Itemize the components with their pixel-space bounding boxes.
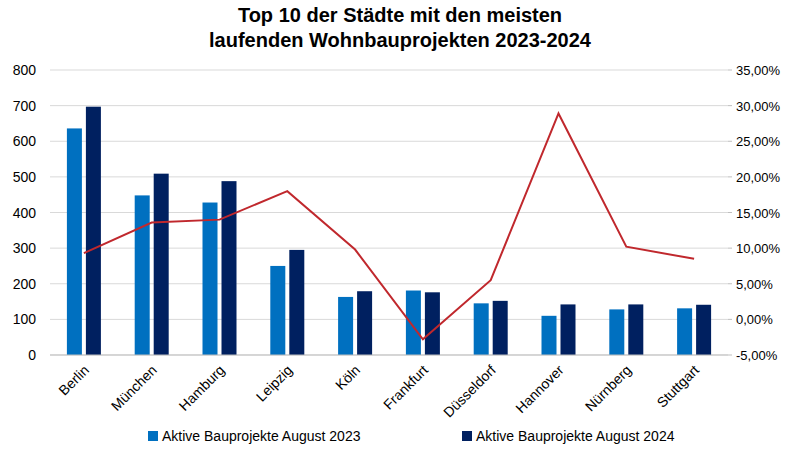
grid-line xyxy=(50,319,728,320)
bar xyxy=(406,291,421,355)
legend-label: Aktive Bauprojekte August 2023 xyxy=(162,428,361,444)
grid-line xyxy=(50,141,728,142)
y2-tick xyxy=(728,141,732,142)
grid-line xyxy=(50,176,728,177)
chart-title: Top 10 der Städte mit den meisten laufend… xyxy=(209,4,592,51)
y2-tick-label: 5,00% xyxy=(736,277,773,292)
y2-tick-label: 15,00% xyxy=(736,206,781,221)
bar xyxy=(203,203,218,355)
x-tick-label: München xyxy=(108,362,160,414)
x-tick-label: Düsseldorf xyxy=(440,362,499,421)
legend-swatch xyxy=(148,431,158,441)
y-tick-label: 400 xyxy=(13,205,37,221)
bar xyxy=(493,301,508,355)
bar xyxy=(222,181,237,355)
y2-tick xyxy=(728,355,732,356)
x-tick-label: Köln xyxy=(332,362,363,393)
bar xyxy=(628,304,643,355)
bar xyxy=(270,266,285,355)
y2-tick-label: 35,00% xyxy=(736,63,781,78)
bar xyxy=(474,303,489,355)
y-tick-label: 800 xyxy=(13,62,37,78)
bar xyxy=(677,308,692,355)
bar xyxy=(86,107,101,355)
bar xyxy=(338,297,353,355)
y2-tick-label: 25,00% xyxy=(736,134,781,149)
x-tick-label: Nürnberg xyxy=(582,362,635,415)
y-tick-label: 100 xyxy=(13,311,37,327)
y2-tick xyxy=(728,248,732,249)
y2-tick xyxy=(728,176,732,177)
bar xyxy=(609,309,624,355)
grid-line xyxy=(50,70,728,71)
x-tick-label: Stuttgart xyxy=(653,362,702,411)
y2-tick-label: 20,00% xyxy=(736,170,781,185)
bar xyxy=(289,250,304,355)
bar xyxy=(154,174,169,355)
x-axis xyxy=(50,355,728,356)
grid-line xyxy=(50,283,728,284)
y2-tick-label: 30,00% xyxy=(736,99,781,114)
chart-svg: Top 10 der Städte mit den meisten laufend… xyxy=(0,0,800,450)
x-tick-label: Leipzig xyxy=(253,362,296,405)
y2-tick xyxy=(728,70,732,71)
grid-line xyxy=(50,212,728,213)
y2-tick xyxy=(728,283,732,284)
bar xyxy=(357,291,372,355)
legend-swatch xyxy=(462,431,472,441)
y2-tick xyxy=(728,212,732,213)
y2-tick-label: -5,00% xyxy=(736,348,778,363)
line xyxy=(84,113,694,339)
grid-line xyxy=(50,355,728,356)
y-tick-label: 600 xyxy=(13,133,37,149)
chart-container: Top 10 der Städte mit den meisten laufend… xyxy=(0,0,800,450)
y-tick-label: 0 xyxy=(28,347,36,363)
bar xyxy=(135,195,150,355)
bar xyxy=(67,128,82,355)
grid-line xyxy=(50,248,728,249)
y-tick-label: 200 xyxy=(13,276,37,292)
y-tick-label: 300 xyxy=(13,240,37,256)
bar xyxy=(542,316,557,355)
title-line: laufenden Wohnbauprojekten 2023-2024 xyxy=(209,29,592,51)
y-tick-label: 700 xyxy=(13,98,37,114)
y2-tick-label: 10,00% xyxy=(736,241,781,256)
legend-label: Aktive Bauprojekte August 2024 xyxy=(476,428,675,444)
y2-tick xyxy=(728,319,732,320)
title-line: Top 10 der Städte mit den meisten xyxy=(238,4,562,26)
plot-area xyxy=(67,107,711,355)
y-tick-label: 500 xyxy=(13,169,37,185)
bar xyxy=(425,292,440,355)
y2-tick xyxy=(728,105,732,106)
bar xyxy=(561,304,576,355)
bar xyxy=(696,305,711,355)
y2-tick-label: 0,00% xyxy=(736,312,773,327)
x-tick-label: Berlin xyxy=(55,362,92,399)
x-tick-label: Hamburg xyxy=(176,362,228,414)
x-tick-label: Frankfurt xyxy=(380,362,431,413)
x-tick-label: Hannover xyxy=(512,362,566,416)
grid-line xyxy=(50,105,728,106)
